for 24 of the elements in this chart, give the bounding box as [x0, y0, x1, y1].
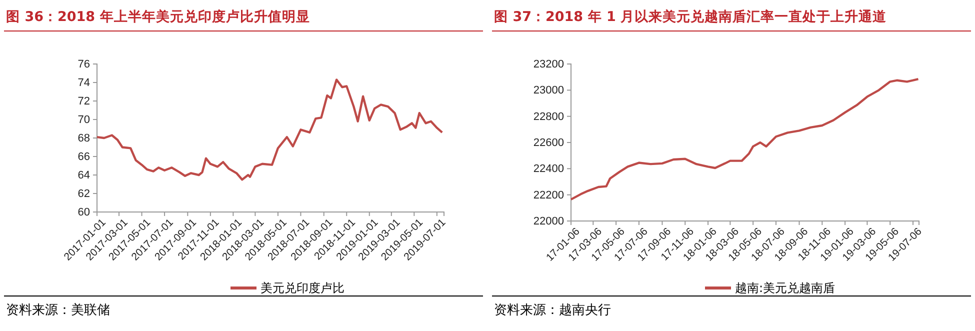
y-tick-label: 60 [78, 206, 90, 219]
y-tick-label: 62 [78, 188, 90, 200]
y-tick-label: 23200 [533, 58, 564, 71]
y-tick-label: 22200 [533, 189, 564, 202]
y-tick-label: 22400 [533, 163, 564, 176]
y-tick-label: 22600 [533, 137, 564, 150]
chart-title: 图 36：2018 年上半年美元兑印度卢比升值明显 [6, 8, 310, 25]
chart-title: 图 37：2018 年 1 月以来美元兑越南盾汇率一直处于上升通道 [494, 8, 888, 25]
legend-label: 美元兑印度卢比 [260, 281, 344, 295]
y-tick-label: 68 [78, 132, 90, 145]
y-tick-label: 76 [78, 58, 90, 71]
y-tick-label: 72 [78, 96, 90, 108]
line-series [96, 78, 444, 181]
legend-label: 越南:美元兑越南盾 [735, 281, 836, 295]
y-tick-label: 74 [78, 77, 90, 90]
y-tick-label: 22000 [533, 216, 564, 228]
text: 资料来源：越南央行 [494, 303, 611, 318]
y-tick-label: 64 [78, 170, 90, 182]
y-tick-label: 70 [78, 114, 90, 126]
line-series [570, 78, 920, 201]
text: 资料来源：美联储 [6, 302, 110, 318]
y-tick-label: 66 [78, 151, 90, 164]
y-tick-label: 23000 [533, 84, 564, 97]
y-tick-label: 22800 [533, 110, 564, 123]
